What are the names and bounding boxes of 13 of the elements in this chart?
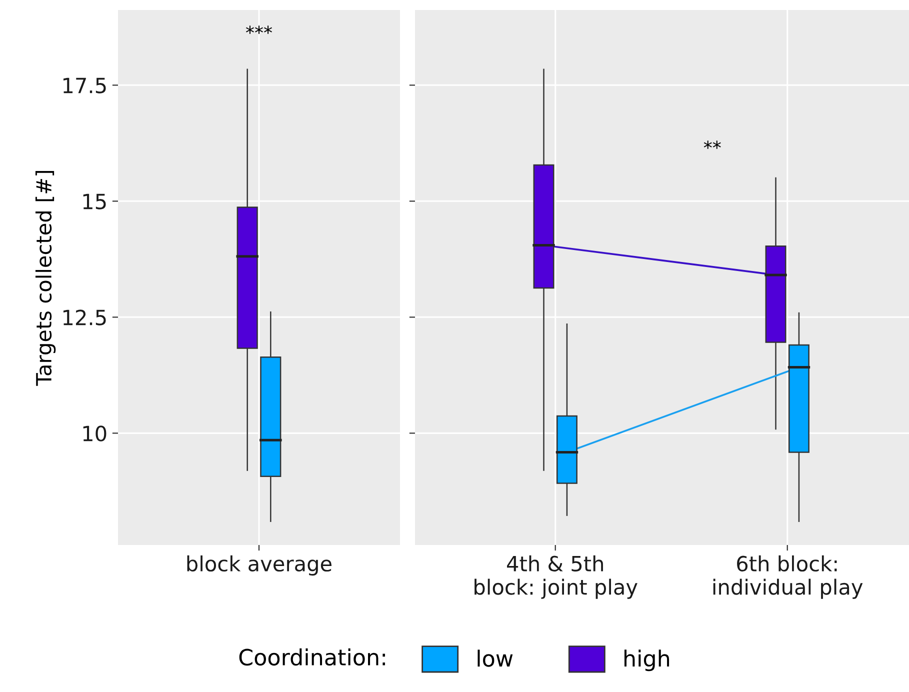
annotation: ** [704, 140, 721, 149]
annotation: *** [246, 26, 272, 34]
x-tick-label: 4th & 5th block: joint play [474, 555, 638, 599]
legend-title: Coordination: [239, 648, 385, 666]
legend-label: high [624, 650, 670, 672]
x-tick-label: 6th block: individual play [713, 555, 863, 599]
x-tick-label: block average [187, 555, 332, 576]
y-tick-label: 15 [83, 194, 106, 210]
y-tick-label: 17.5 [63, 78, 106, 94]
y-tick-label: 10 [83, 426, 106, 442]
y-axis-title: Targets collected [#] [35, 171, 56, 386]
y-tick-label: 12.5 [63, 310, 106, 326]
legend-label: low [478, 650, 513, 667]
